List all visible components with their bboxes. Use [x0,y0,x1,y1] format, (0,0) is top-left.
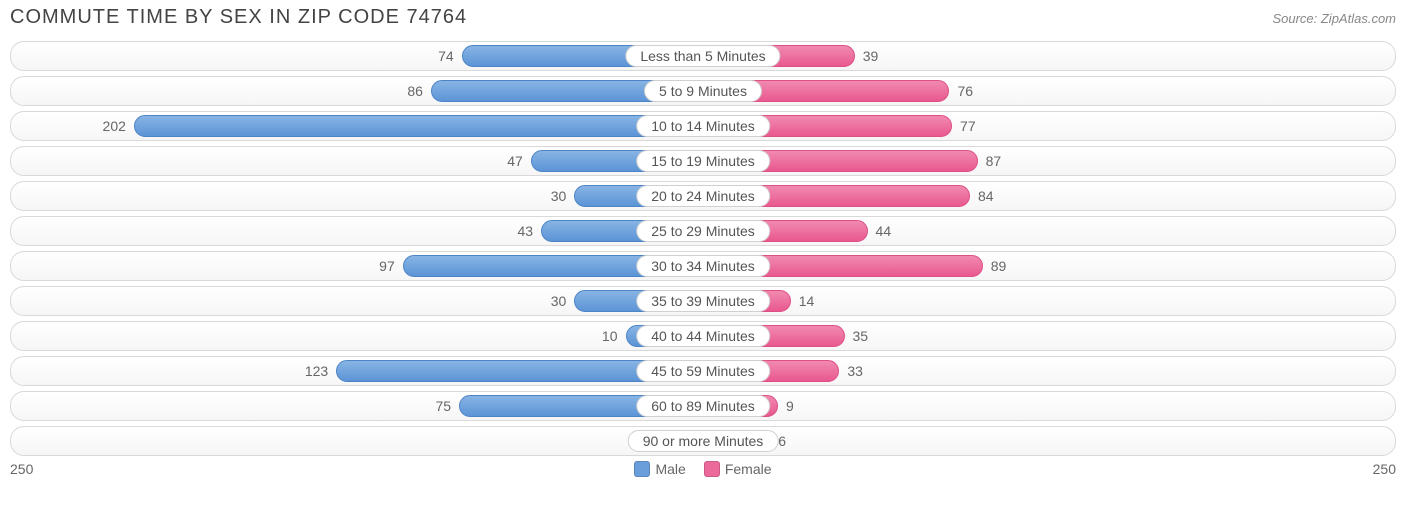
bar-row: 97 89 30 to 34 Minutes [10,251,1396,281]
bar-row: 74 39 Less than 5 Minutes [10,41,1396,71]
female-value: 33 [847,363,863,379]
chart-title: COMMUTE TIME BY SEX IN ZIP CODE 74764 [10,6,467,29]
bar-row: 2690 or more Minutes [10,426,1396,456]
male-swatch-icon [634,461,650,477]
legend-item-male: Male [634,461,685,477]
female-value: 77 [960,118,976,134]
bar-row: 86 76 5 to 9 Minutes [10,76,1396,106]
female-value: 9 [786,398,794,414]
category-label: 10 to 14 Minutes [636,115,770,137]
category-label: 30 to 34 Minutes [636,255,770,277]
male-value: 202 [103,118,126,134]
category-label: Less than 5 Minutes [625,45,780,67]
bar-row: 30 84 20 to 24 Minutes [10,181,1396,211]
male-value: 123 [305,363,328,379]
male-value: 43 [517,223,533,239]
male-value: 30 [551,188,567,204]
legend: Male Female [634,461,771,477]
bar-row: 47 87 15 to 19 Minutes [10,146,1396,176]
category-label: 45 to 59 Minutes [636,360,770,382]
male-value: 74 [438,48,454,64]
diverging-bar-chart: 74 39 Less than 5 Minutes 86 76 5 to 9 Minute… [10,41,1396,456]
male-value: 10 [602,328,618,344]
legend-female-label: Female [725,461,772,477]
female-value: 76 [957,83,973,99]
male-value: 97 [379,258,395,274]
female-value: 84 [978,188,994,204]
bar-row: 123 33 45 to 59 Minutes [10,356,1396,386]
category-label: 40 to 44 Minutes [636,325,770,347]
category-label: 25 to 29 Minutes [636,220,770,242]
chart-footer: 250 Male Female 250 [10,461,1396,477]
female-value: 89 [991,258,1007,274]
female-value: 14 [799,293,815,309]
category-label: 90 or more Minutes [628,430,779,452]
female-value: 6 [778,433,786,449]
category-label: 35 to 39 Minutes [636,290,770,312]
axis-max-right: 250 [1373,461,1396,477]
female-value: 44 [876,223,892,239]
axis-max-left: 250 [10,461,33,477]
female-value: 87 [986,153,1002,169]
category-label: 20 to 24 Minutes [636,185,770,207]
female-value: 35 [853,328,869,344]
category-label: 15 to 19 Minutes [636,150,770,172]
bar-row: 10 35 40 to 44 Minutes [10,321,1396,351]
female-swatch-icon [704,461,720,477]
chart-header: COMMUTE TIME BY SEX IN ZIP CODE 74764 So… [10,6,1396,29]
legend-male-label: Male [655,461,685,477]
female-value: 39 [863,48,879,64]
category-label: 60 to 89 Minutes [636,395,770,417]
legend-item-female: Female [704,461,772,477]
male-value: 47 [507,153,523,169]
bar-row: 202 77 10 to 14 Minutes [10,111,1396,141]
bar-row: 75 9 60 to 89 Minutes [10,391,1396,421]
category-label: 5 to 9 Minutes [644,80,762,102]
male-value: 30 [551,293,567,309]
male-value: 75 [436,398,452,414]
male-bar [134,115,703,137]
bar-row: 43 44 25 to 29 Minutes [10,216,1396,246]
chart-source: Source: ZipAtlas.com [1272,11,1396,26]
bar-row: 30 14 35 to 39 Minutes [10,286,1396,316]
male-value: 86 [407,83,423,99]
